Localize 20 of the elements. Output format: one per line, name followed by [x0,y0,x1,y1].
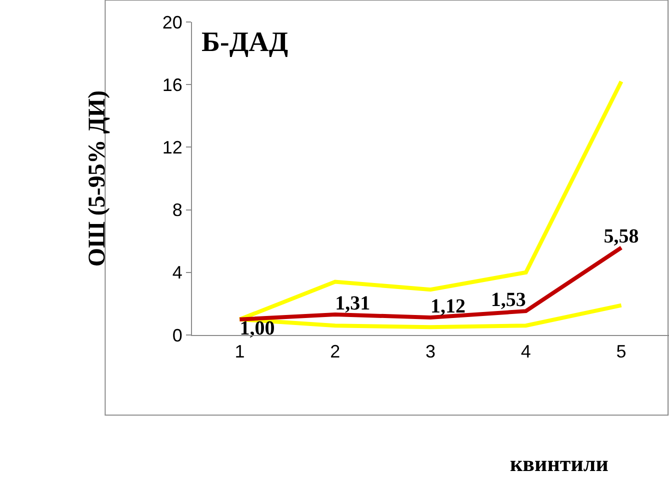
y-tick-label: 0 [172,325,182,346]
y-tick-label: 16 [162,74,182,95]
y-tick-label: 4 [172,262,182,283]
x-axis-title: квинтили [510,451,609,476]
x-tick-label: 3 [425,342,436,362]
x-tick-label: 5 [616,342,626,362]
y-tick-label: 20 [162,12,182,32]
x-tick-label: 2 [330,342,340,362]
data-label: 1,00 [240,317,275,340]
chart-title: Б-ДАД [202,26,288,58]
data-label: 1,12 [430,295,466,318]
data-label: 5,58 [604,226,639,248]
data-label: 1,53 [490,289,526,312]
x-tick-label: 1 [234,342,245,362]
y-tick-label: 8 [172,200,182,220]
y-axis-title: ОШ (5-95% ДИ) [84,90,110,267]
data-label: 1,31 [335,292,370,314]
x-tick-label: 4 [520,342,531,362]
line-series [238,246,624,322]
y-tick-label: 12 [162,138,182,158]
